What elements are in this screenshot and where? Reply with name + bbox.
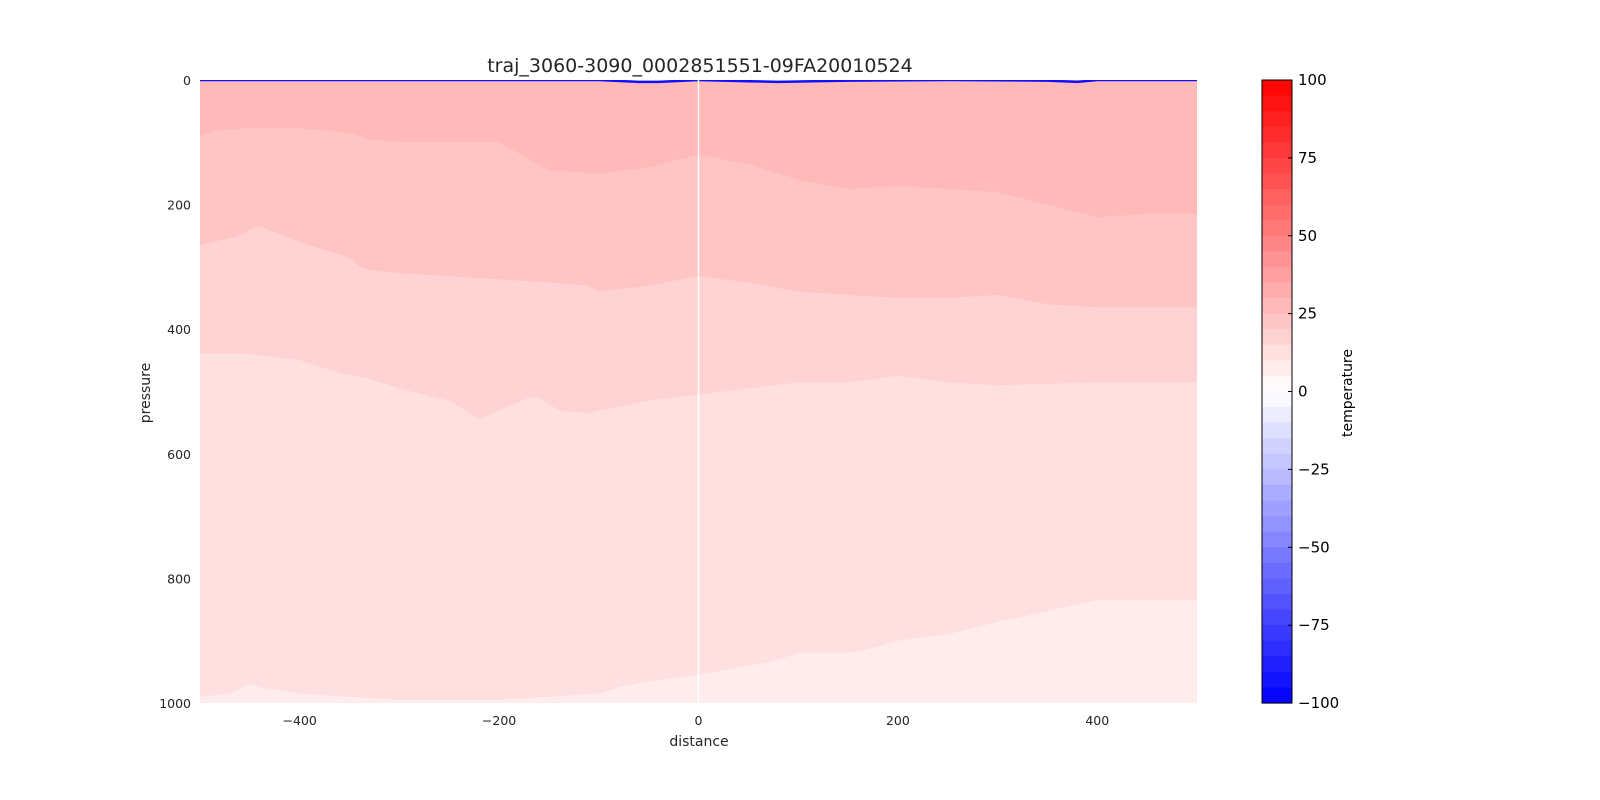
y-tick-label: 0 <box>183 73 191 88</box>
colorbar-tick-label: 50 <box>1298 227 1317 245</box>
y-tick-label: 1000 <box>159 696 191 711</box>
colorbar-segment <box>1262 360 1292 377</box>
colorbar-segment <box>1262 375 1292 393</box>
colorbar-segment <box>1262 189 1292 206</box>
y-axis-label: pressure <box>138 363 154 423</box>
colorbar-segment <box>1262 531 1292 548</box>
x-tick-label: −400 <box>283 713 317 728</box>
colorbar-tick-label: 0 <box>1298 383 1308 401</box>
colorbar-segment <box>1262 251 1292 268</box>
colorbar-segment <box>1262 282 1292 299</box>
colorbar-segment <box>1262 438 1292 455</box>
colorbar-segment <box>1262 111 1292 128</box>
colorbar-label: temperature <box>1340 349 1356 437</box>
chart-title: traj_3060-3090_0002851551-09FA20010524 <box>487 55 913 77</box>
x-tick-label: 400 <box>1085 713 1109 728</box>
colorbar-segment <box>1262 126 1292 143</box>
colorbar-segment <box>1262 313 1292 330</box>
x-tick-label: −200 <box>482 713 516 728</box>
colorbar-segment <box>1262 80 1292 97</box>
colorbar-segment <box>1262 687 1292 704</box>
colorbar-tick-label: 75 <box>1298 149 1317 167</box>
colorbar-segment <box>1262 142 1292 159</box>
colorbar-segment <box>1262 500 1292 517</box>
y-tick-label: 400 <box>167 322 191 337</box>
colorbar-segment <box>1262 453 1292 470</box>
colorbar-tick-label: −50 <box>1298 538 1330 556</box>
colorbar-segment <box>1262 656 1292 673</box>
colorbar-segment <box>1262 220 1292 237</box>
contour-cap-region <box>1007 80 1197 132</box>
x-tick-label: 200 <box>886 713 910 728</box>
colorbar-segment <box>1262 469 1292 486</box>
colorbar-tick-label: 25 <box>1298 305 1317 323</box>
colorbar-segment <box>1262 578 1292 595</box>
colorbar-segment <box>1262 547 1292 564</box>
colorbar-segment <box>1262 593 1292 611</box>
colorbar-segment <box>1262 344 1292 361</box>
colorbar-segment <box>1262 484 1292 502</box>
y-tick-label: 800 <box>167 571 191 586</box>
colorbar-segment <box>1262 157 1292 175</box>
x-axis-label: distance <box>669 734 728 750</box>
colorbar-segment <box>1262 391 1292 408</box>
y-tick-label: 600 <box>167 447 191 462</box>
colorbar-tick-label: −100 <box>1298 694 1339 712</box>
colorbar-segment <box>1262 516 1292 533</box>
colorbar-segment <box>1262 422 1292 439</box>
colorbar-segment <box>1262 609 1292 626</box>
colorbar-segment <box>1262 298 1292 315</box>
colorbar: 100 75 50 25 0 −25 −50 −75 −100 <box>1261 71 1339 712</box>
colorbar-segment <box>1262 95 1292 112</box>
colorbar-segment <box>1262 671 1292 689</box>
colorbar-segment <box>1262 204 1292 221</box>
plot-area <box>200 80 1197 703</box>
surface-line <box>200 80 1197 84</box>
y-axis: 0 200 400 600 800 1000 <box>159 73 191 711</box>
contour-band-4 <box>200 600 1197 703</box>
colorbar-segment <box>1262 266 1292 284</box>
colorbar-segment <box>1262 625 1292 642</box>
colorbar-tick-label: −25 <box>1298 460 1330 478</box>
colorbar-segment <box>1262 562 1292 579</box>
colorbar-segment <box>1262 329 1292 346</box>
y-tick-label: 200 <box>167 198 191 213</box>
x-axis: −400 −200 0 200 400 <box>283 713 1110 728</box>
colorbar-segment <box>1262 235 1292 252</box>
colorbar-segment <box>1262 640 1292 657</box>
x-tick-label: 0 <box>695 713 703 728</box>
colorbar-segment <box>1262 173 1292 190</box>
colorbar-segment <box>1262 407 1292 424</box>
colorbar-tick-label: 100 <box>1298 71 1327 89</box>
colorbar-tick-label: −75 <box>1298 616 1330 634</box>
